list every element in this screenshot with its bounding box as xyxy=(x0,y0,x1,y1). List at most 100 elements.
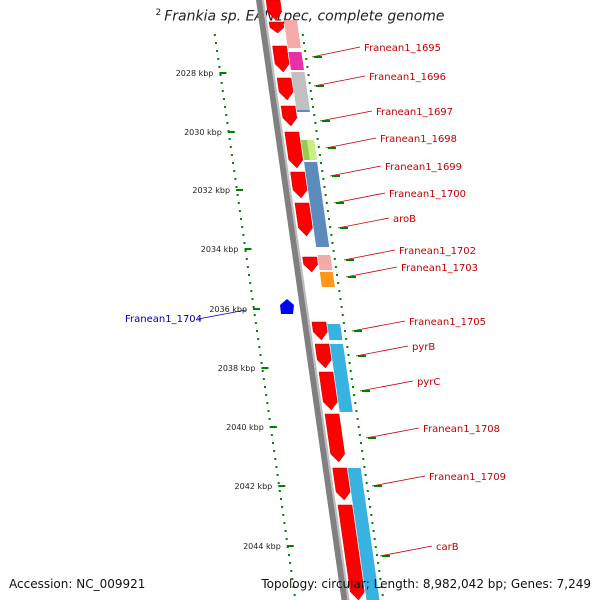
cds-arrow xyxy=(276,77,294,101)
scale-dot xyxy=(277,482,280,484)
cog-block xyxy=(327,324,343,340)
gene-leader-line xyxy=(313,75,366,87)
scale-dot xyxy=(318,154,321,156)
gene-leader-line xyxy=(379,545,433,557)
scale-dot xyxy=(279,498,282,500)
scale-dot xyxy=(270,434,273,436)
scale-dot xyxy=(352,386,355,388)
scale-dot xyxy=(221,90,224,92)
scale-dot xyxy=(253,314,256,316)
gene-label: Franean1_1695 xyxy=(364,43,441,54)
genome-backbone xyxy=(256,0,348,600)
scale-dot xyxy=(292,586,295,588)
gene-label: Franean1_1708 xyxy=(423,424,500,435)
scale-dot xyxy=(370,514,373,516)
scale-dot xyxy=(251,298,254,300)
gene-leader-line xyxy=(325,137,377,149)
cog-block xyxy=(304,162,330,247)
scale-label: 2034 kbp xyxy=(201,245,239,254)
cog-block xyxy=(283,20,301,48)
scale-dot xyxy=(246,266,249,268)
scale-dot xyxy=(328,218,331,220)
scale-dot xyxy=(268,418,271,420)
scale-dot xyxy=(347,354,350,356)
cog-block xyxy=(347,468,380,600)
scale-dot xyxy=(365,482,368,484)
gene-label: Franean1_1696 xyxy=(369,72,446,83)
scale-dot xyxy=(326,210,329,212)
scale-dot xyxy=(259,354,262,356)
scale-dot xyxy=(230,154,233,156)
cds-arrow xyxy=(337,504,365,600)
scale-dot xyxy=(374,546,377,548)
scale-dot xyxy=(357,426,360,428)
scale-dot xyxy=(222,98,225,100)
scale-dot xyxy=(245,258,248,260)
scale-dot xyxy=(232,162,235,164)
scale-dot xyxy=(375,554,378,556)
scale-dot xyxy=(237,202,240,204)
scale-dot xyxy=(302,42,305,44)
scale-dot xyxy=(225,114,228,116)
scale-dot xyxy=(338,290,341,292)
cds-arrow xyxy=(311,321,328,341)
scale-dot xyxy=(271,442,274,444)
cog-block xyxy=(288,52,304,70)
scale-dot xyxy=(306,66,309,68)
cds-arrow xyxy=(332,467,351,501)
scale-dot xyxy=(372,530,375,532)
scale-dot xyxy=(264,386,267,388)
scale-dot xyxy=(274,458,277,460)
scale-label: 2028 kbp xyxy=(176,69,214,78)
scale-label: 2032 kbp xyxy=(192,186,230,195)
scale-dot xyxy=(381,594,384,596)
accession-label: Accession: NC_009921 xyxy=(9,577,146,591)
scale-dot xyxy=(332,250,335,252)
scale-dot xyxy=(353,394,356,396)
scale-dot xyxy=(219,74,222,76)
scale-dot xyxy=(337,282,340,284)
cog-block xyxy=(317,255,333,270)
scale-dot xyxy=(214,42,217,44)
gene-label: Franean1_1709 xyxy=(429,472,506,483)
scale-dot xyxy=(314,122,317,124)
scale-dot xyxy=(236,194,239,196)
scale-dot xyxy=(243,242,246,244)
scale-dot xyxy=(377,562,380,564)
scale-dot xyxy=(235,186,238,188)
scale-dot xyxy=(329,226,332,228)
scale-dot xyxy=(341,314,344,316)
scale-dot xyxy=(334,266,337,268)
gene-leader-line xyxy=(311,46,361,58)
gene-label: carB xyxy=(436,542,459,553)
scale-dot xyxy=(317,146,320,148)
scale-dot xyxy=(379,578,382,580)
scale-dot xyxy=(258,346,261,348)
scale-dot xyxy=(348,362,351,364)
scale-dot xyxy=(380,586,383,588)
scale-dot xyxy=(287,554,290,556)
gene-leader-line xyxy=(345,266,398,278)
scale-dot xyxy=(362,458,365,460)
scale-dot xyxy=(346,346,349,348)
scale-dot xyxy=(229,146,232,148)
cds-arrow xyxy=(324,413,345,463)
scale-dot xyxy=(249,282,252,284)
scale-dot xyxy=(367,498,370,500)
scale-dot xyxy=(336,274,339,276)
scale-dot xyxy=(228,138,231,140)
cds-arrow xyxy=(284,131,304,169)
scale-dot xyxy=(267,410,270,412)
scale-label: 2042 kbp xyxy=(235,482,273,491)
cog-block xyxy=(330,344,353,412)
cds-arrow xyxy=(265,0,282,21)
scale-label: 2036 kbp xyxy=(209,305,247,314)
scale-label: 2030 kbp xyxy=(184,128,222,137)
scale-dot xyxy=(309,90,312,92)
scale-dot xyxy=(312,106,315,108)
scale-dot xyxy=(345,338,348,340)
title-superscript: 2 xyxy=(155,8,162,18)
gene-leader-line xyxy=(365,427,420,439)
scale-dot xyxy=(233,170,236,172)
scale-dot xyxy=(331,242,334,244)
